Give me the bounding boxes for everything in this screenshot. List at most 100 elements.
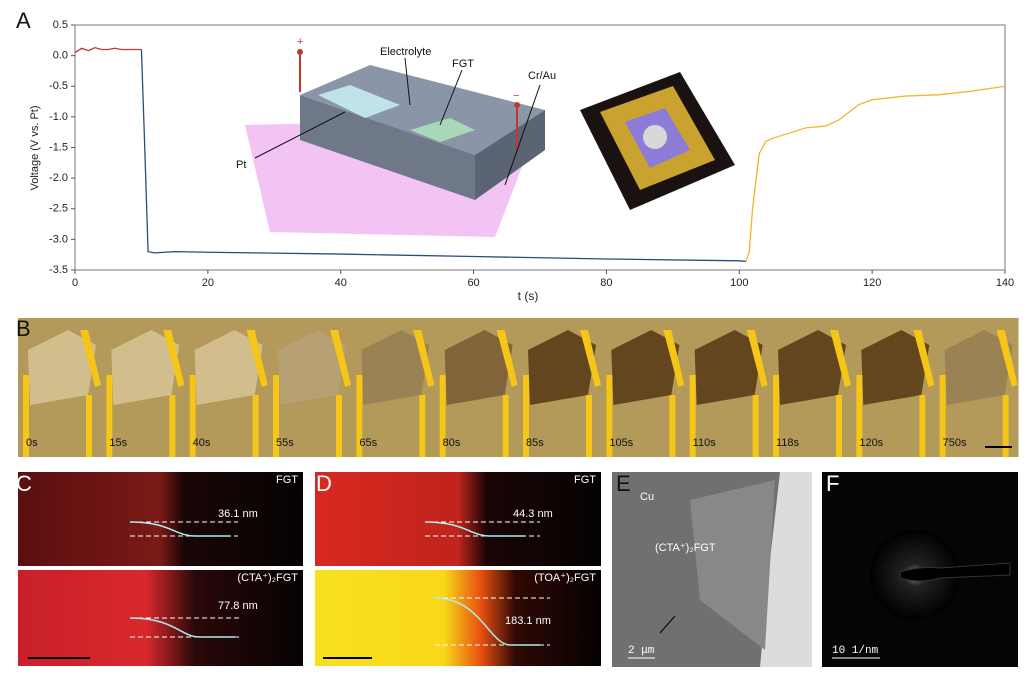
time-label: 40s bbox=[193, 437, 211, 449]
sample-label: FGT bbox=[574, 474, 596, 486]
annotation: Cr/Au bbox=[528, 70, 556, 82]
panel-f: 10 1/nm bbox=[822, 472, 1018, 667]
time-label: 118s bbox=[776, 437, 800, 449]
flake bbox=[611, 330, 680, 405]
x-axis-label: t (s) bbox=[518, 289, 539, 303]
electrode bbox=[939, 375, 946, 457]
time-label: 105s bbox=[609, 437, 633, 449]
flake bbox=[528, 330, 596, 405]
electrode bbox=[919, 395, 926, 457]
annotation: − bbox=[513, 90, 519, 102]
region-label: Cu bbox=[640, 491, 654, 503]
electrode bbox=[336, 395, 342, 457]
x-tick-label: 0 bbox=[72, 277, 78, 289]
flake bbox=[278, 330, 346, 405]
data-line bbox=[140, 49, 746, 263]
panel-a: Electrolyte FGT Cr/Au Pt + − t (s) Volta… bbox=[29, 19, 1014, 303]
panel-letter: B bbox=[16, 316, 31, 341]
annotation: + bbox=[297, 36, 303, 48]
electrode bbox=[856, 375, 863, 457]
flake bbox=[111, 330, 180, 405]
electrode bbox=[252, 395, 259, 457]
y-tick-label: -3.0 bbox=[49, 233, 68, 245]
time-label: 80s bbox=[443, 437, 461, 449]
electrode bbox=[413, 330, 435, 387]
panel-letter: F bbox=[826, 471, 839, 496]
chip-photo bbox=[580, 72, 735, 210]
height-label: 183.1 nm bbox=[505, 615, 551, 627]
electrode bbox=[580, 330, 601, 387]
panel-e: Cu (CTA⁺)₂FGT 2 μm bbox=[612, 472, 812, 667]
x-tick-label: 60 bbox=[467, 277, 479, 289]
data-line bbox=[745, 85, 1006, 262]
electrode bbox=[80, 330, 101, 387]
height-label: 77.8 nm bbox=[218, 600, 258, 612]
y-tick-label: -0.5 bbox=[49, 80, 68, 92]
electrode bbox=[439, 375, 446, 457]
x-tick-label: 120 bbox=[863, 277, 881, 289]
electrode bbox=[106, 375, 113, 457]
y-tick-label: -1.0 bbox=[49, 111, 68, 123]
electrode bbox=[996, 330, 1018, 387]
y-tick-label: -2.5 bbox=[49, 203, 68, 215]
electrode bbox=[689, 375, 696, 457]
electrode bbox=[273, 375, 279, 457]
device-schematic bbox=[245, 49, 545, 237]
electrode bbox=[356, 375, 363, 457]
electrode bbox=[523, 375, 529, 457]
height-label: 44.3 nm bbox=[513, 508, 553, 520]
flake bbox=[778, 330, 846, 405]
x-tick-label: 80 bbox=[600, 277, 612, 289]
panel-b: 0s 15s 40s 55s 65s 80s 85s 105s 110s 118s 120s 750s bbox=[18, 318, 1019, 457]
electrode bbox=[163, 330, 185, 387]
panel-letter: E bbox=[616, 471, 631, 496]
sample-label: (CTA⁺)₂FGT bbox=[237, 572, 298, 584]
x-tick-label: 40 bbox=[335, 277, 347, 289]
y-axis-label: Voltage (V vs. Pt) bbox=[29, 106, 41, 191]
flake bbox=[361, 330, 430, 405]
flake bbox=[444, 330, 513, 405]
flake bbox=[861, 330, 930, 405]
time-label: 0s bbox=[26, 437, 38, 449]
flake bbox=[194, 330, 263, 405]
electrode bbox=[586, 395, 592, 457]
electrode bbox=[1002, 395, 1009, 457]
electrode bbox=[836, 395, 842, 457]
panel-letter: C bbox=[16, 471, 32, 496]
electrode bbox=[419, 395, 426, 457]
electrode bbox=[189, 375, 196, 457]
electrode bbox=[246, 330, 268, 387]
panel-d: FGT (TOA⁺)₂FGT 44.3 nm 183.1 nm bbox=[315, 472, 601, 666]
time-label: 110s bbox=[693, 437, 717, 449]
electrode bbox=[86, 395, 92, 457]
annotation: FGT bbox=[452, 58, 474, 70]
panel-letter: D bbox=[316, 471, 332, 496]
electrode bbox=[913, 330, 935, 387]
time-label: 65s bbox=[359, 437, 377, 449]
electrode bbox=[330, 330, 351, 387]
electrode bbox=[752, 395, 759, 457]
panel-c: FGT (CTA⁺)₂FGT 36.1 nm 77.8 nm bbox=[18, 472, 303, 666]
scale-bar-label: 10 1/nm bbox=[832, 645, 879, 657]
annotation: Pt bbox=[236, 159, 246, 171]
electrode bbox=[169, 395, 176, 457]
time-label: 55s bbox=[276, 437, 294, 449]
flake bbox=[694, 330, 763, 405]
electrode bbox=[830, 330, 851, 387]
sample-label: FGT bbox=[276, 474, 298, 486]
height-label: 36.1 nm bbox=[218, 508, 258, 520]
electrode bbox=[496, 330, 518, 387]
time-label: 120s bbox=[859, 437, 883, 449]
y-tick-label: -3.5 bbox=[49, 264, 68, 276]
y-tick-label: -1.5 bbox=[49, 141, 68, 153]
electrode bbox=[773, 375, 779, 457]
scale-bar-label: 2 μm bbox=[628, 645, 655, 657]
x-tick-label: 140 bbox=[996, 277, 1014, 289]
y-tick-label: 0.5 bbox=[53, 19, 68, 31]
y-tick-label: 0.0 bbox=[53, 50, 68, 62]
time-label: 15s bbox=[109, 437, 127, 449]
electrode bbox=[746, 330, 768, 387]
x-tick-label: 20 bbox=[202, 277, 214, 289]
time-label: 85s bbox=[526, 437, 544, 449]
data-line bbox=[74, 46, 142, 54]
